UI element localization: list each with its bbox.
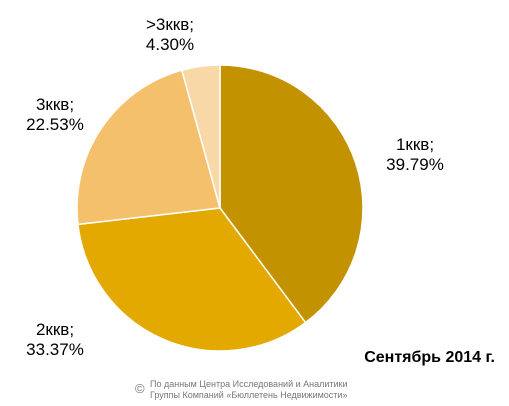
source-line: Группы Компаний «Бюллетень Недвижимости»: [150, 390, 347, 400]
pie-slice: [77, 207, 307, 352]
pie-slice: [76, 69, 221, 226]
slice-value: 22.53%: [26, 115, 84, 134]
copyright: ©: [135, 381, 145, 396]
slice-label: 1ккв;: [396, 135, 434, 154]
pie-slice: [180, 64, 221, 209]
slice-value: 4.30%: [146, 35, 194, 54]
slice-label: 3ккв;: [36, 95, 74, 114]
slice-value: 39.79%: [386, 155, 444, 174]
annotation: Сентябрь 2014 г.: [364, 349, 495, 366]
slice-label: >3ккв;: [146, 15, 194, 34]
source-line: По данным Центра Исследований и Аналитик…: [150, 379, 348, 389]
slice-value: 33.37%: [26, 340, 84, 359]
pie-slice: [219, 64, 364, 324]
slice-label: 2ккв;: [36, 320, 74, 339]
